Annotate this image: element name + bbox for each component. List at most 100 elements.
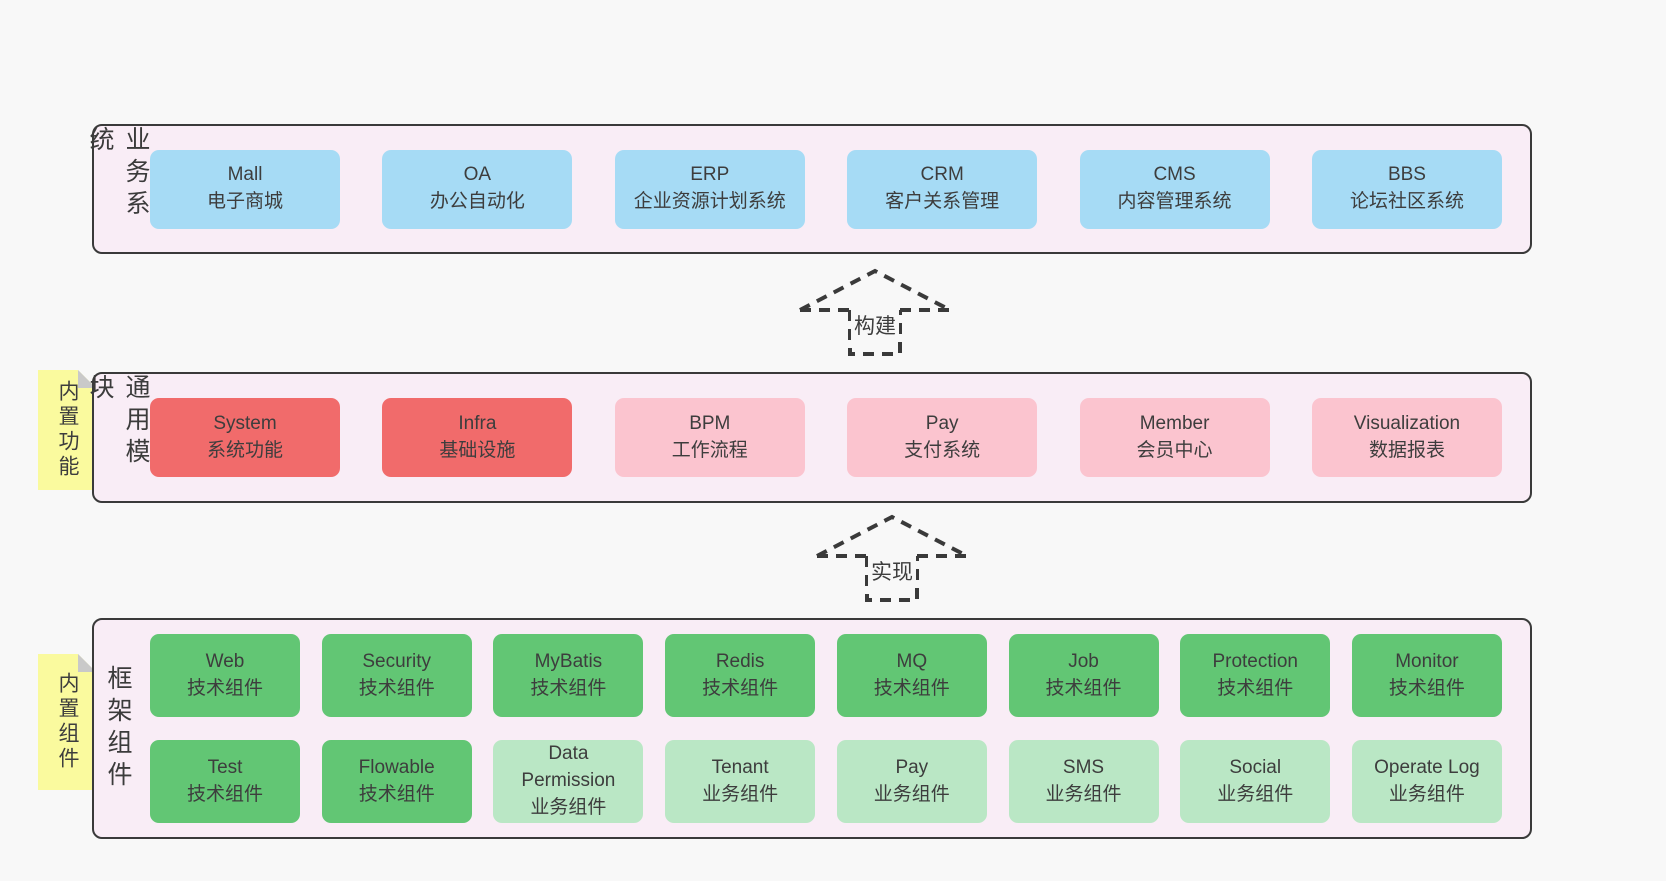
box-subtitle: 技术组件 bbox=[1045, 677, 1122, 699]
box-subtitle: 技术组件 bbox=[358, 783, 435, 805]
band-side-label: 业务系统 bbox=[86, 126, 150, 252]
sticky-note-built-in-components: 内置组件 bbox=[38, 654, 96, 790]
box-subtitle: 业务组件 bbox=[873, 783, 950, 805]
dashed-up-arrow-implement: 实现 bbox=[807, 510, 977, 604]
box-system: System 系统功能 bbox=[150, 398, 340, 477]
box-oa: OA 办公自动化 bbox=[382, 149, 573, 229]
sticky-note-shape bbox=[38, 654, 96, 790]
box-title: Test bbox=[207, 756, 243, 778]
box-mall: Mall 电子商城 bbox=[150, 149, 340, 229]
box-security: Security 技术组件 bbox=[321, 634, 472, 717]
band-common-modules: 通用模块 System 系统功能 Infra 基础设施 BPM 工作流程 Pay… bbox=[86, 372, 1532, 503]
band-business-systems: 业务系统 Mall 电子商城 OA 办公自动化 ERP 企业资源计划系统 CRM… bbox=[86, 124, 1532, 254]
box-title: Pay bbox=[895, 756, 929, 778]
box-title: Job bbox=[1068, 650, 1099, 672]
box-title: Redis bbox=[715, 650, 765, 672]
box-title: Web bbox=[205, 650, 245, 672]
box-data-permission: Data Permission 业务组件 bbox=[493, 740, 644, 823]
box-subtitle: 客户关系管理 bbox=[885, 191, 1000, 212]
box-protection: Protection 技术组件 bbox=[1180, 634, 1331, 717]
box-subtitle: 业务组件 bbox=[530, 796, 607, 818]
band-side-label-text: 通用模块 bbox=[86, 374, 150, 470]
note-fold-corner-icon bbox=[78, 370, 96, 388]
box-subtitle: 系统功能 bbox=[206, 439, 283, 461]
box-title: Mall bbox=[227, 164, 263, 186]
box-title: Protection bbox=[1212, 650, 1298, 672]
box-subtitle: 基础设施 bbox=[439, 439, 516, 461]
box-title: Infra bbox=[458, 412, 497, 434]
box-mq: MQ 技术组件 bbox=[836, 634, 987, 717]
box-title: Visualization bbox=[1353, 412, 1461, 434]
box-subtitle: 内容管理系统 bbox=[1117, 191, 1232, 212]
box-subtitle: 技术组件 bbox=[702, 677, 779, 699]
sticky-note-text: 内置功能 bbox=[56, 380, 79, 480]
box-title: ERP bbox=[690, 164, 730, 186]
box-subtitle: 企业资源计划系统 bbox=[633, 191, 786, 212]
band-side-label: 通用模块 bbox=[86, 374, 150, 501]
box-infra: Infra 基础设施 bbox=[382, 398, 573, 477]
box-job: Job 技术组件 bbox=[1008, 634, 1159, 717]
box-erp: ERP 企业资源计划系统 bbox=[614, 149, 805, 229]
box-title: Flowable bbox=[358, 756, 435, 778]
band-side-label-text: 框架组件 bbox=[104, 664, 132, 793]
box-subtitle: 会员中心 bbox=[1136, 439, 1213, 461]
box-bpm: BPM 工作流程 bbox=[614, 398, 805, 477]
box-social: Social 业务组件 bbox=[1180, 740, 1331, 823]
box-title: Tenant bbox=[711, 756, 769, 778]
box-title: BPM bbox=[689, 412, 731, 434]
band-framework-components: 框架组件 Web 技术组件 Security 技术组件 MyBatis 技术组件… bbox=[92, 618, 1532, 839]
tech-components-row: Web 技术组件 Security 技术组件 MyBatis 技术组件 Redi… bbox=[150, 634, 1502, 717]
business-systems-row: Mall 电子商城 OA 办公自动化 ERP 企业资源计划系统 CRM 客户关系… bbox=[142, 126, 1530, 252]
dashed-up-arrow-build: 构建 bbox=[790, 264, 960, 358]
band-side-label: 框架组件 bbox=[94, 620, 142, 837]
arrow-label-implement: 实现 bbox=[868, 556, 916, 586]
box-monitor: Monitor 技术组件 bbox=[1351, 634, 1502, 717]
box-subtitle: 电子商城 bbox=[206, 191, 283, 212]
box-subtitle: 技术组件 bbox=[186, 783, 263, 805]
note-fold-corner-icon bbox=[78, 654, 96, 672]
box-subtitle: 技术组件 bbox=[358, 677, 435, 699]
dashed-up-arrow-icon bbox=[799, 268, 951, 356]
box-title: Operate Log bbox=[1374, 756, 1480, 778]
box-subtitle: 工作流程 bbox=[671, 439, 748, 461]
box-tenant: Tenant 业务组件 bbox=[665, 740, 816, 823]
box-title: Social bbox=[1229, 756, 1282, 778]
sticky-note-text: 内置组件 bbox=[56, 672, 79, 772]
box-flowable: Flowable 技术组件 bbox=[321, 740, 472, 823]
box-subtitle: 技术组件 bbox=[186, 677, 263, 699]
box-subtitle: 办公自动化 bbox=[429, 191, 525, 212]
box-title: Monitor bbox=[1395, 650, 1459, 672]
box-subtitle: 技术组件 bbox=[1217, 677, 1294, 699]
box-title: System bbox=[213, 412, 277, 434]
box-mybatis: MyBatis 技术组件 bbox=[493, 634, 644, 717]
box-web: Web 技术组件 bbox=[150, 634, 300, 717]
box-subtitle: 业务组件 bbox=[1045, 783, 1122, 805]
box-subtitle: 业务组件 bbox=[1217, 783, 1294, 805]
box-title: Data Permission bbox=[521, 743, 616, 792]
sticky-note-built-in-features: 内置功能 bbox=[38, 370, 96, 490]
arrow-label-build: 构建 bbox=[851, 310, 899, 340]
box-title: MyBatis bbox=[534, 650, 603, 672]
box-subtitle: 技术组件 bbox=[1388, 677, 1465, 699]
box-title: CRM bbox=[920, 164, 964, 186]
framework-components-rows: Web 技术组件 Security 技术组件 MyBatis 技术组件 Redi… bbox=[142, 620, 1530, 837]
box-subtitle: 支付系统 bbox=[904, 439, 981, 461]
box-redis: Redis 技术组件 bbox=[665, 634, 816, 717]
common-modules-row: System 系统功能 Infra 基础设施 BPM 工作流程 Pay 支付系统… bbox=[142, 374, 1530, 501]
box-test: Test 技术组件 bbox=[150, 740, 300, 823]
sticky-note-shape bbox=[38, 370, 96, 490]
box-title: Security bbox=[362, 650, 432, 672]
box-title: SMS bbox=[1062, 756, 1105, 778]
box-title: OA bbox=[463, 164, 492, 186]
box-bbs: BBS 论坛社区系统 bbox=[1311, 149, 1502, 229]
box-title: BBS bbox=[1387, 164, 1426, 186]
biz-components-row: Test 技术组件 Flowable 技术组件 Data Permission … bbox=[150, 740, 1502, 823]
box-cms: CMS 内容管理系统 bbox=[1079, 149, 1270, 229]
band-side-label-text: 业务系统 bbox=[86, 126, 150, 222]
box-sms: SMS 业务组件 bbox=[1008, 740, 1159, 823]
box-visualization: Visualization 数据报表 bbox=[1311, 398, 1502, 477]
box-subtitle: 论坛社区系统 bbox=[1349, 191, 1464, 212]
box-subtitle: 业务组件 bbox=[1388, 783, 1465, 805]
box-subtitle: 技术组件 bbox=[530, 677, 607, 699]
box-pay-component: Pay 业务组件 bbox=[836, 740, 987, 823]
